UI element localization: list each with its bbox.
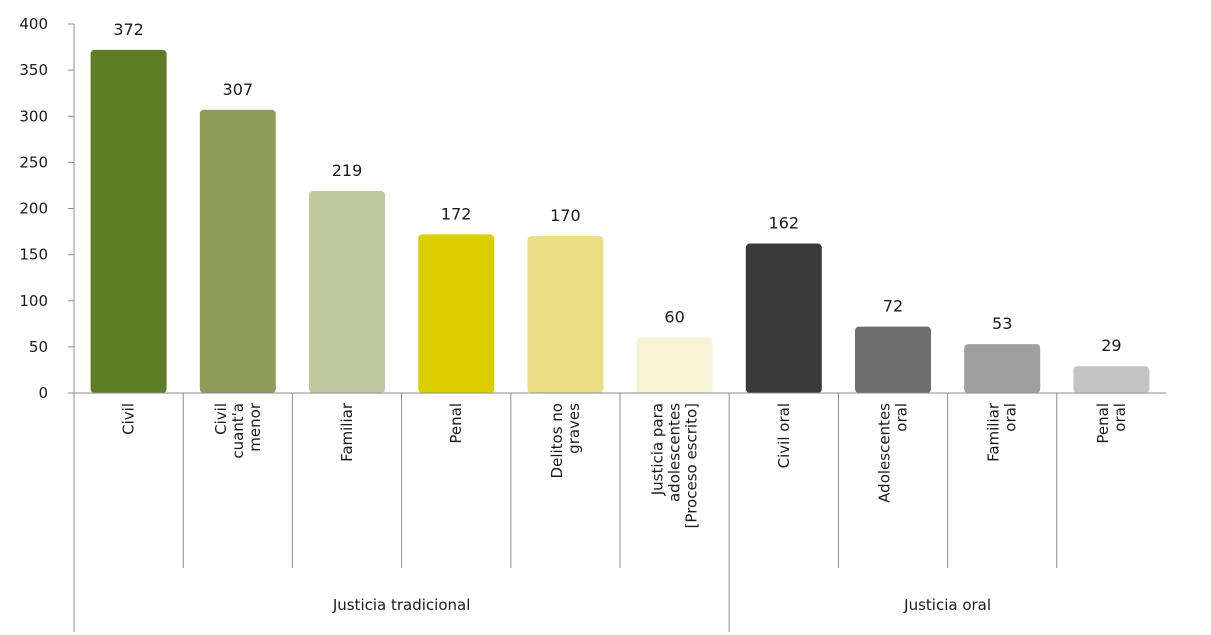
data-label: 170	[550, 206, 581, 225]
y-tick-label: 50	[29, 338, 48, 356]
bar	[199, 109, 276, 393]
category-label: oral	[893, 403, 911, 432]
data-label: 307	[223, 80, 254, 99]
y-tick-label: 300	[19, 107, 48, 125]
y-tick-label: 200	[19, 200, 48, 218]
group-labels: Justicia tradicional Justicia oral	[332, 596, 991, 614]
category-label: Adolescentes	[876, 403, 894, 503]
data-label: 172	[441, 204, 472, 223]
category-label: Delitos no	[548, 403, 566, 478]
category-label: Civil	[212, 403, 230, 435]
data-label: 53	[992, 314, 1012, 333]
data-labels: 372 307 219 172 170 60 162 72 53 29	[113, 20, 1121, 355]
bar	[1073, 366, 1150, 393]
category-label: graves	[565, 403, 583, 454]
category-label: cuant'a	[229, 403, 247, 459]
category-label: Familiar	[338, 402, 356, 462]
y-tick-label: 350	[19, 61, 48, 79]
category-label: Familiar	[985, 402, 1003, 462]
data-label: 372	[113, 20, 144, 39]
y-tick-label: 250	[19, 153, 48, 171]
bar	[90, 49, 167, 394]
category-label: Penal	[447, 403, 465, 444]
category-label: Penal	[1094, 403, 1112, 444]
bar	[418, 234, 495, 393]
y-tick-label: 0	[38, 384, 48, 402]
bar	[855, 326, 931, 393]
y-axis: 0 50 100 150 200 250 300 350 400	[19, 15, 75, 632]
y-tick-label: 400	[19, 15, 48, 33]
data-label: 29	[1101, 336, 1121, 355]
bar	[527, 236, 604, 393]
data-label: 219	[332, 161, 363, 180]
category-label: [Proceso escrito]	[683, 403, 701, 528]
data-label: 72	[883, 297, 903, 316]
x-axis	[74, 392, 1166, 632]
bar	[745, 243, 822, 393]
category-label: Civil	[120, 403, 138, 435]
bars	[90, 49, 1150, 394]
category-label: adolescentes	[666, 403, 684, 502]
y-tick-label: 150	[19, 246, 48, 264]
category-label: oral	[1002, 403, 1020, 432]
category-label: Justicia para	[649, 403, 667, 496]
category-label: oral	[1111, 403, 1129, 432]
data-label: 60	[664, 308, 684, 327]
group-label: Justicia tradicional	[332, 596, 471, 614]
category-label: menor	[246, 402, 264, 452]
bar	[964, 344, 1041, 393]
y-tick-label: 100	[19, 292, 48, 310]
group-label: Justicia oral	[903, 596, 991, 614]
category-label: Civil oral	[775, 403, 793, 468]
data-label: 162	[769, 214, 800, 233]
bar	[636, 337, 713, 393]
bar	[309, 190, 385, 393]
